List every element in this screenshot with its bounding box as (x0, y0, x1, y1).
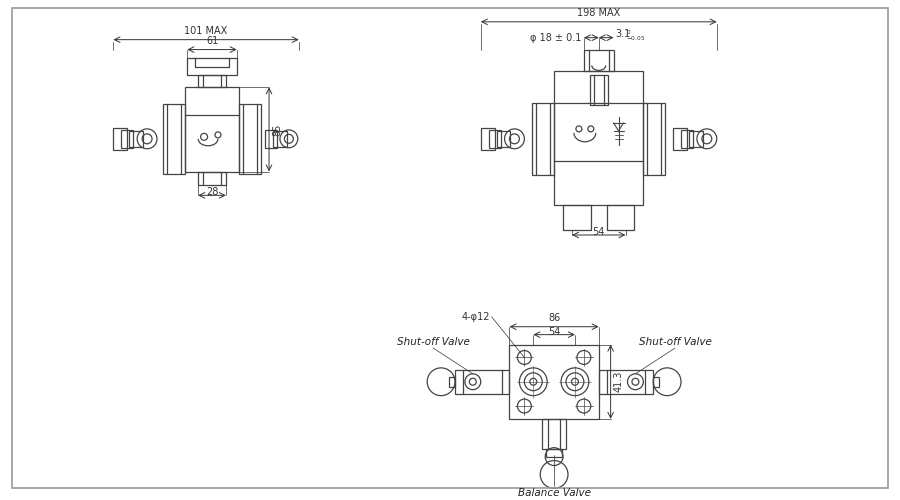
Bar (449, 377, 455, 386)
Text: 86: 86 (548, 312, 560, 322)
Bar (198, 76, 226, 88)
Text: 3.1: 3.1 (616, 28, 631, 38)
Bar (273, 131, 287, 146)
Text: Shut-off Valve: Shut-off Valve (397, 337, 470, 347)
Text: 54: 54 (548, 326, 561, 336)
Bar (481, 128, 495, 150)
Bar (113, 128, 127, 150)
Bar (563, 206, 590, 230)
Bar (681, 130, 693, 148)
Text: 85: 85 (272, 123, 282, 136)
Bar (489, 130, 500, 148)
Bar (163, 104, 184, 174)
Bar (584, 50, 614, 72)
Text: 28: 28 (206, 188, 218, 198)
Text: φ 18 ± 0.1: φ 18 ± 0.1 (529, 32, 580, 42)
Bar (266, 130, 277, 148)
Bar (130, 131, 143, 146)
Bar (509, 344, 598, 419)
Text: 198 MAX: 198 MAX (577, 8, 620, 18)
Text: 54: 54 (592, 227, 605, 237)
Text: 61: 61 (206, 36, 218, 46)
Bar (607, 206, 634, 230)
Bar (198, 172, 226, 185)
Bar (554, 72, 644, 206)
Text: Shut-off Valve: Shut-off Valve (639, 337, 712, 347)
Bar (644, 103, 665, 174)
Bar (184, 88, 239, 172)
Bar (546, 448, 562, 456)
Bar (532, 103, 554, 174)
Text: 101 MAX: 101 MAX (184, 26, 228, 36)
Bar (187, 58, 237, 76)
Bar (598, 370, 653, 394)
Bar (239, 104, 261, 174)
Text: $^0_{-0.05}$: $^0_{-0.05}$ (626, 28, 645, 43)
Bar (590, 76, 608, 105)
Text: 4-φ12: 4-φ12 (461, 312, 490, 322)
Bar (673, 128, 687, 150)
Text: Balance Valve: Balance Valve (518, 488, 590, 498)
Bar (122, 130, 133, 148)
Bar (689, 131, 703, 146)
Bar (653, 377, 659, 386)
Bar (497, 131, 510, 146)
Bar (455, 370, 509, 394)
Bar (542, 419, 566, 448)
Text: 41.3: 41.3 (614, 371, 624, 392)
